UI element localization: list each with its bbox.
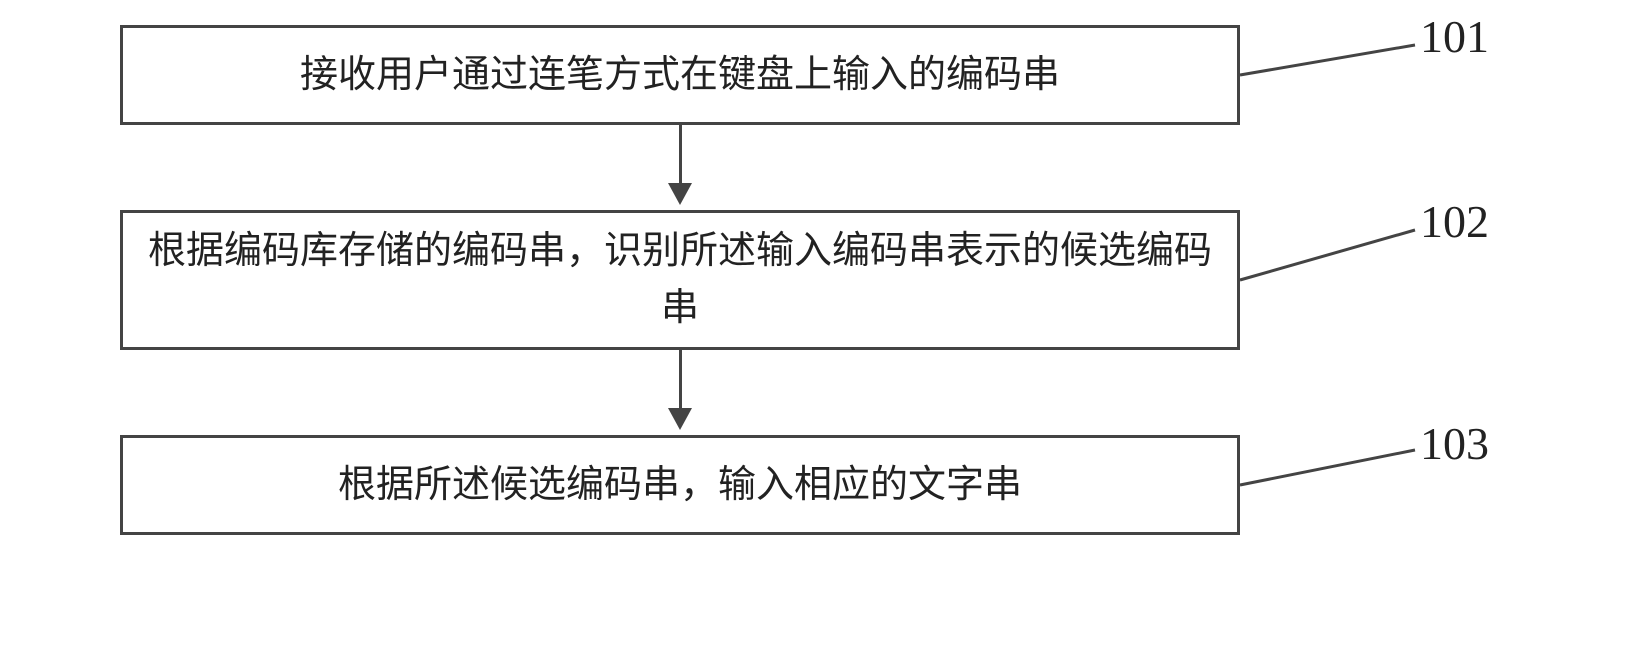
connector-2 bbox=[1240, 210, 1560, 350]
arrow-line bbox=[679, 125, 682, 185]
connector-1 bbox=[1240, 25, 1560, 125]
connector-3 bbox=[1240, 435, 1560, 535]
arrow-line bbox=[679, 350, 682, 410]
step-3-label: 103 bbox=[1420, 417, 1489, 470]
step-3-text: 根据所述候选编码串，输入相应的文字串 bbox=[338, 457, 1022, 514]
step-1-text: 接收用户通过连笔方式在键盘上输入的编码串 bbox=[300, 47, 1060, 104]
step-1-label: 101 bbox=[1420, 10, 1489, 63]
flowchart-step-3: 根据所述候选编码串，输入相应的文字串 bbox=[120, 435, 1240, 535]
arrow-2-to-3 bbox=[120, 350, 1240, 435]
arrow-head bbox=[668, 408, 692, 430]
flowchart-container: 接收用户通过连笔方式在键盘上输入的编码串 根据编码库存储的编码串，识别所述输入编… bbox=[120, 25, 1520, 535]
arrow-head bbox=[668, 183, 692, 205]
flowchart-step-1: 接收用户通过连笔方式在键盘上输入的编码串 bbox=[120, 25, 1240, 125]
arrow-1-to-2 bbox=[120, 125, 1240, 210]
flowchart-step-2: 根据编码库存储的编码串，识别所述输入编码串表示的候选编码串 bbox=[120, 210, 1240, 350]
step-2-label: 102 bbox=[1420, 195, 1489, 248]
step-2-text: 根据编码库存储的编码串，识别所述输入编码串表示的候选编码串 bbox=[143, 223, 1217, 337]
